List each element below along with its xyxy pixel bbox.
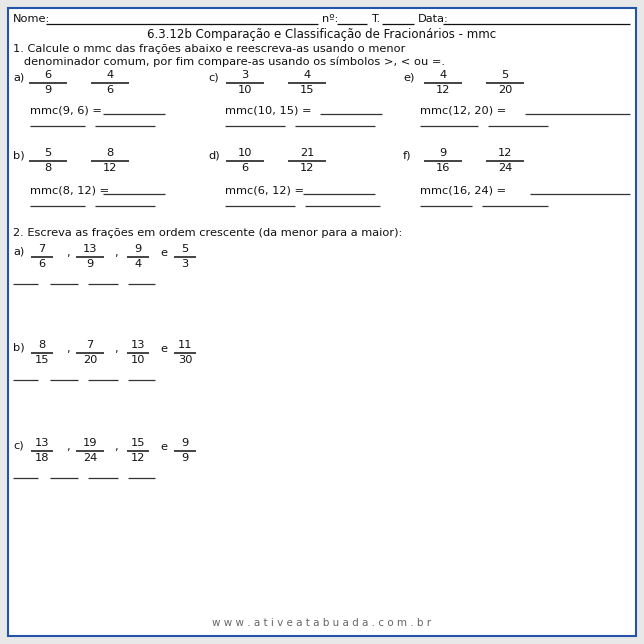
Text: f): f) bbox=[403, 150, 412, 160]
Text: b): b) bbox=[13, 150, 24, 160]
Text: ,: , bbox=[114, 344, 118, 354]
Text: 5: 5 bbox=[182, 244, 189, 254]
Text: mmc(9, 6) =: mmc(9, 6) = bbox=[30, 105, 106, 115]
Text: 12: 12 bbox=[436, 85, 450, 95]
Text: 7: 7 bbox=[39, 244, 46, 254]
Text: 9: 9 bbox=[182, 438, 189, 448]
Text: ,: , bbox=[114, 248, 118, 258]
Text: 20: 20 bbox=[498, 85, 512, 95]
Text: 6: 6 bbox=[44, 70, 52, 80]
Text: 12: 12 bbox=[498, 148, 512, 158]
Text: 12: 12 bbox=[131, 453, 145, 463]
Text: 21: 21 bbox=[300, 148, 314, 158]
Text: 19: 19 bbox=[82, 438, 97, 448]
Text: e: e bbox=[160, 248, 167, 258]
Text: 4: 4 bbox=[135, 259, 142, 269]
Text: 10: 10 bbox=[238, 148, 252, 158]
Text: a): a) bbox=[13, 72, 24, 82]
Text: 4: 4 bbox=[106, 70, 113, 80]
Text: 11: 11 bbox=[178, 340, 193, 350]
Text: Data:: Data: bbox=[418, 14, 449, 24]
Text: mmc(10, 15) =: mmc(10, 15) = bbox=[225, 105, 315, 115]
Text: 10: 10 bbox=[131, 355, 146, 365]
Text: 10: 10 bbox=[238, 85, 252, 95]
Text: mmc(16, 24) =: mmc(16, 24) = bbox=[420, 185, 510, 195]
Text: d): d) bbox=[208, 150, 220, 160]
Text: c): c) bbox=[208, 72, 218, 82]
Text: a): a) bbox=[13, 246, 24, 256]
Text: 8: 8 bbox=[106, 148, 113, 158]
Text: mmc(6, 12) =: mmc(6, 12) = bbox=[225, 185, 308, 195]
Text: 30: 30 bbox=[178, 355, 193, 365]
Text: 1. Calcule o mmc das frações abaixo e reescreva-as usando o menor: 1. Calcule o mmc das frações abaixo e re… bbox=[13, 44, 405, 54]
Text: ,: , bbox=[66, 248, 70, 258]
Text: c): c) bbox=[13, 440, 24, 450]
Text: ,: , bbox=[66, 442, 70, 452]
Text: w w w . a t i v e a t a b u a d a . c o m . b r: w w w . a t i v e a t a b u a d a . c o … bbox=[213, 618, 431, 628]
Text: 13: 13 bbox=[82, 244, 97, 254]
Text: T.: T. bbox=[371, 14, 380, 24]
Text: nº:: nº: bbox=[322, 14, 338, 24]
Text: e): e) bbox=[403, 72, 414, 82]
Text: 24: 24 bbox=[498, 163, 512, 173]
Text: 9: 9 bbox=[439, 148, 447, 158]
Text: 5: 5 bbox=[44, 148, 52, 158]
Text: 6.3.12b Comparação e Classificação de Fracionários - mmc: 6.3.12b Comparação e Classificação de Fr… bbox=[147, 28, 497, 41]
Text: 3: 3 bbox=[182, 259, 189, 269]
Text: 12: 12 bbox=[300, 163, 314, 173]
Text: 15: 15 bbox=[299, 85, 314, 95]
Text: e: e bbox=[160, 442, 167, 452]
Text: 18: 18 bbox=[35, 453, 49, 463]
Text: 13: 13 bbox=[131, 340, 146, 350]
Text: 8: 8 bbox=[44, 163, 52, 173]
Text: 9: 9 bbox=[135, 244, 142, 254]
Text: 9: 9 bbox=[44, 85, 52, 95]
Text: 9: 9 bbox=[86, 259, 93, 269]
Text: 6: 6 bbox=[242, 163, 249, 173]
Text: 13: 13 bbox=[35, 438, 49, 448]
Text: b): b) bbox=[13, 342, 24, 352]
Text: 6: 6 bbox=[106, 85, 113, 95]
Text: 4: 4 bbox=[303, 70, 310, 80]
Text: 6: 6 bbox=[39, 259, 46, 269]
Text: mmc(12, 20) =: mmc(12, 20) = bbox=[420, 105, 510, 115]
Text: denominador comum, por fim compare-as usando os símbolos >, < ou =.: denominador comum, por fim compare-as us… bbox=[13, 56, 445, 66]
Text: 24: 24 bbox=[83, 453, 97, 463]
Text: 2. Escreva as frações em ordem crescente (da menor para a maior):: 2. Escreva as frações em ordem crescente… bbox=[13, 228, 402, 238]
Text: ,: , bbox=[66, 344, 70, 354]
Text: 4: 4 bbox=[439, 70, 446, 80]
Text: e: e bbox=[160, 344, 167, 354]
Text: ,: , bbox=[114, 442, 118, 452]
Text: 9: 9 bbox=[182, 453, 189, 463]
Text: 5: 5 bbox=[502, 70, 509, 80]
Text: 20: 20 bbox=[83, 355, 97, 365]
Text: 15: 15 bbox=[35, 355, 49, 365]
Text: 3: 3 bbox=[242, 70, 249, 80]
Text: Nome:: Nome: bbox=[13, 14, 50, 24]
Text: 8: 8 bbox=[39, 340, 46, 350]
Text: 16: 16 bbox=[436, 163, 450, 173]
Text: 7: 7 bbox=[86, 340, 93, 350]
Text: mmc(8, 12) =: mmc(8, 12) = bbox=[30, 185, 113, 195]
Text: 15: 15 bbox=[131, 438, 146, 448]
Text: 12: 12 bbox=[103, 163, 117, 173]
